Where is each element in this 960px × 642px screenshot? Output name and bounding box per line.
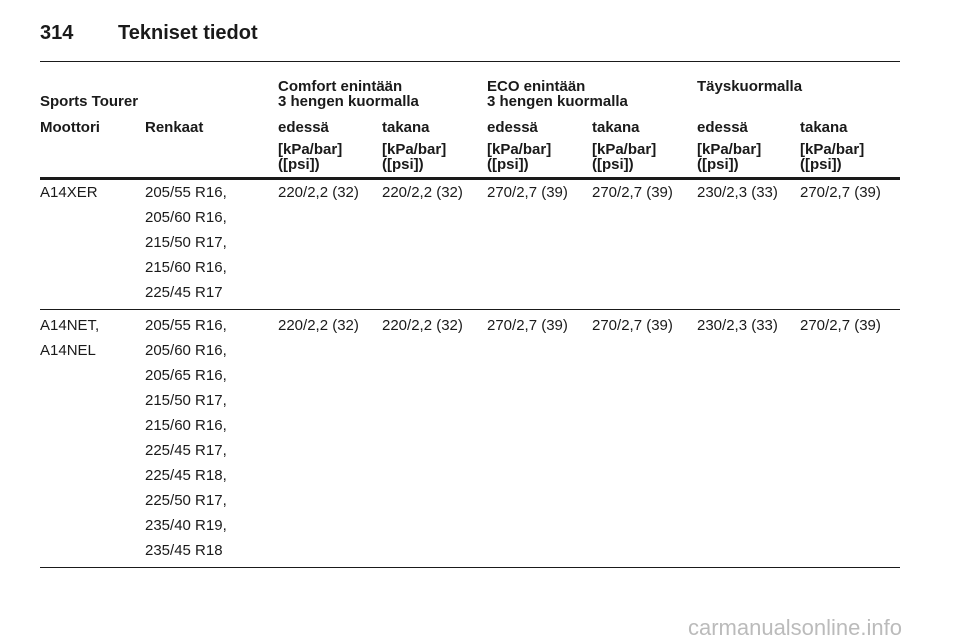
unit: ([psi]) [592,156,634,173]
group-subtitle: 3 hengen kuormalla [278,93,419,110]
tyre-size: 215/60 R16, [145,259,227,276]
column-header: edessä [697,119,748,136]
pressure: 270/2,7 (39) [487,184,568,201]
column-header: takana [800,119,848,136]
column-header: takana [382,119,430,136]
tyre-size: 205/55 R16, [145,184,227,201]
tyre-size: 235/40 R19, [145,517,227,534]
tyre-size: 235/45 R18 [145,542,223,559]
tyre-size: 225/45 R17 [145,284,223,301]
unit: ([psi]) [487,156,529,173]
group-title: Täyskuormalla [697,78,803,95]
column-header: edessä [487,119,538,136]
tyre-size: 225/50 R17, [145,492,227,509]
pressure: 220/2,2 (32) [278,317,359,334]
tyre-size: 205/65 R16, [145,367,227,384]
group-title: Comfort enintään [278,78,403,95]
tyre-size: 205/60 R16, [145,342,227,359]
pressure: 270/2,7 (39) [800,317,881,334]
engine: A14NET, [40,317,100,334]
table-header-rule [40,177,900,180]
page-title: Tekniset tiedot [118,22,258,44]
model-header: Sports Tourer [40,93,139,110]
unit: [kPa/bar] [800,141,865,158]
header-rule [40,61,900,62]
watermark: carmanualsonline.info [687,615,902,640]
group-subtitle: 3 hengen kuormalla [487,93,628,110]
pressure: 270/2,7 (39) [592,317,673,334]
column-header: takana [592,119,640,136]
tyre-size: 205/60 R16, [145,209,227,226]
tyre-size: 205/55 R16, [145,317,227,334]
tyre-size: 215/50 R17, [145,234,227,251]
engine: A14XER [40,184,98,201]
column-header: Moottori [40,119,100,136]
pressure: 270/2,7 (39) [487,317,568,334]
pressure: 220/2,2 (32) [382,317,463,334]
pressure: 220/2,2 (32) [278,184,359,201]
row-rule [40,567,900,568]
tyre-size: 215/50 R17, [145,392,227,409]
row-rule [40,309,900,310]
unit: ([psi]) [278,156,320,173]
pressure: 230/2,3 (33) [697,317,778,334]
unit: ([psi]) [800,156,842,173]
unit: ([psi]) [697,156,739,173]
page-number: 314 [40,22,74,44]
engine: A14NEL [40,342,96,359]
tyre-size: 225/45 R18, [145,467,227,484]
pressure: 220/2,2 (32) [382,184,463,201]
unit: [kPa/bar] [487,141,552,158]
tyre-size: 225/45 R17, [145,442,227,459]
group-title: ECO enintään [487,78,586,95]
unit: [kPa/bar] [278,141,343,158]
pressure: 270/2,7 (39) [800,184,881,201]
unit: [kPa/bar] [382,141,447,158]
column-header: edessä [278,119,329,136]
unit: ([psi]) [382,156,424,173]
unit: [kPa/bar] [592,141,657,158]
unit: [kPa/bar] [697,141,762,158]
tyre-size: 215/60 R16, [145,417,227,434]
pressure: 270/2,7 (39) [592,184,673,201]
column-header: Renkaat [145,119,204,136]
pressure: 230/2,3 (33) [697,184,778,201]
